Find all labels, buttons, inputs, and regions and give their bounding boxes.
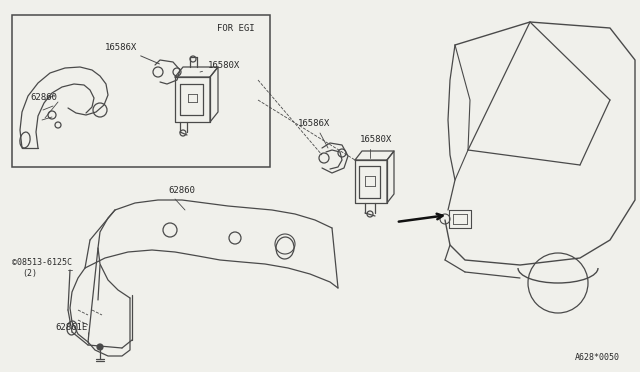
Text: A628*0050: A628*0050 [575,353,620,362]
Bar [12,15,270,167]
Text: ©08513-6125C: ©08513-6125C [12,258,72,267]
Text: 16586X: 16586X [298,119,330,128]
Text: 62860: 62860 [168,186,195,195]
Text: FOR EGI: FOR EGI [218,24,255,33]
Text: 62861E: 62861E [55,323,87,332]
Text: 16580X: 16580X [360,135,392,144]
Text: 16580X: 16580X [200,61,240,72]
Text: 16586X: 16586X [105,43,159,64]
Circle shape [97,344,103,350]
Text: (2): (2) [22,269,37,278]
Text: 62860: 62860 [30,93,57,102]
